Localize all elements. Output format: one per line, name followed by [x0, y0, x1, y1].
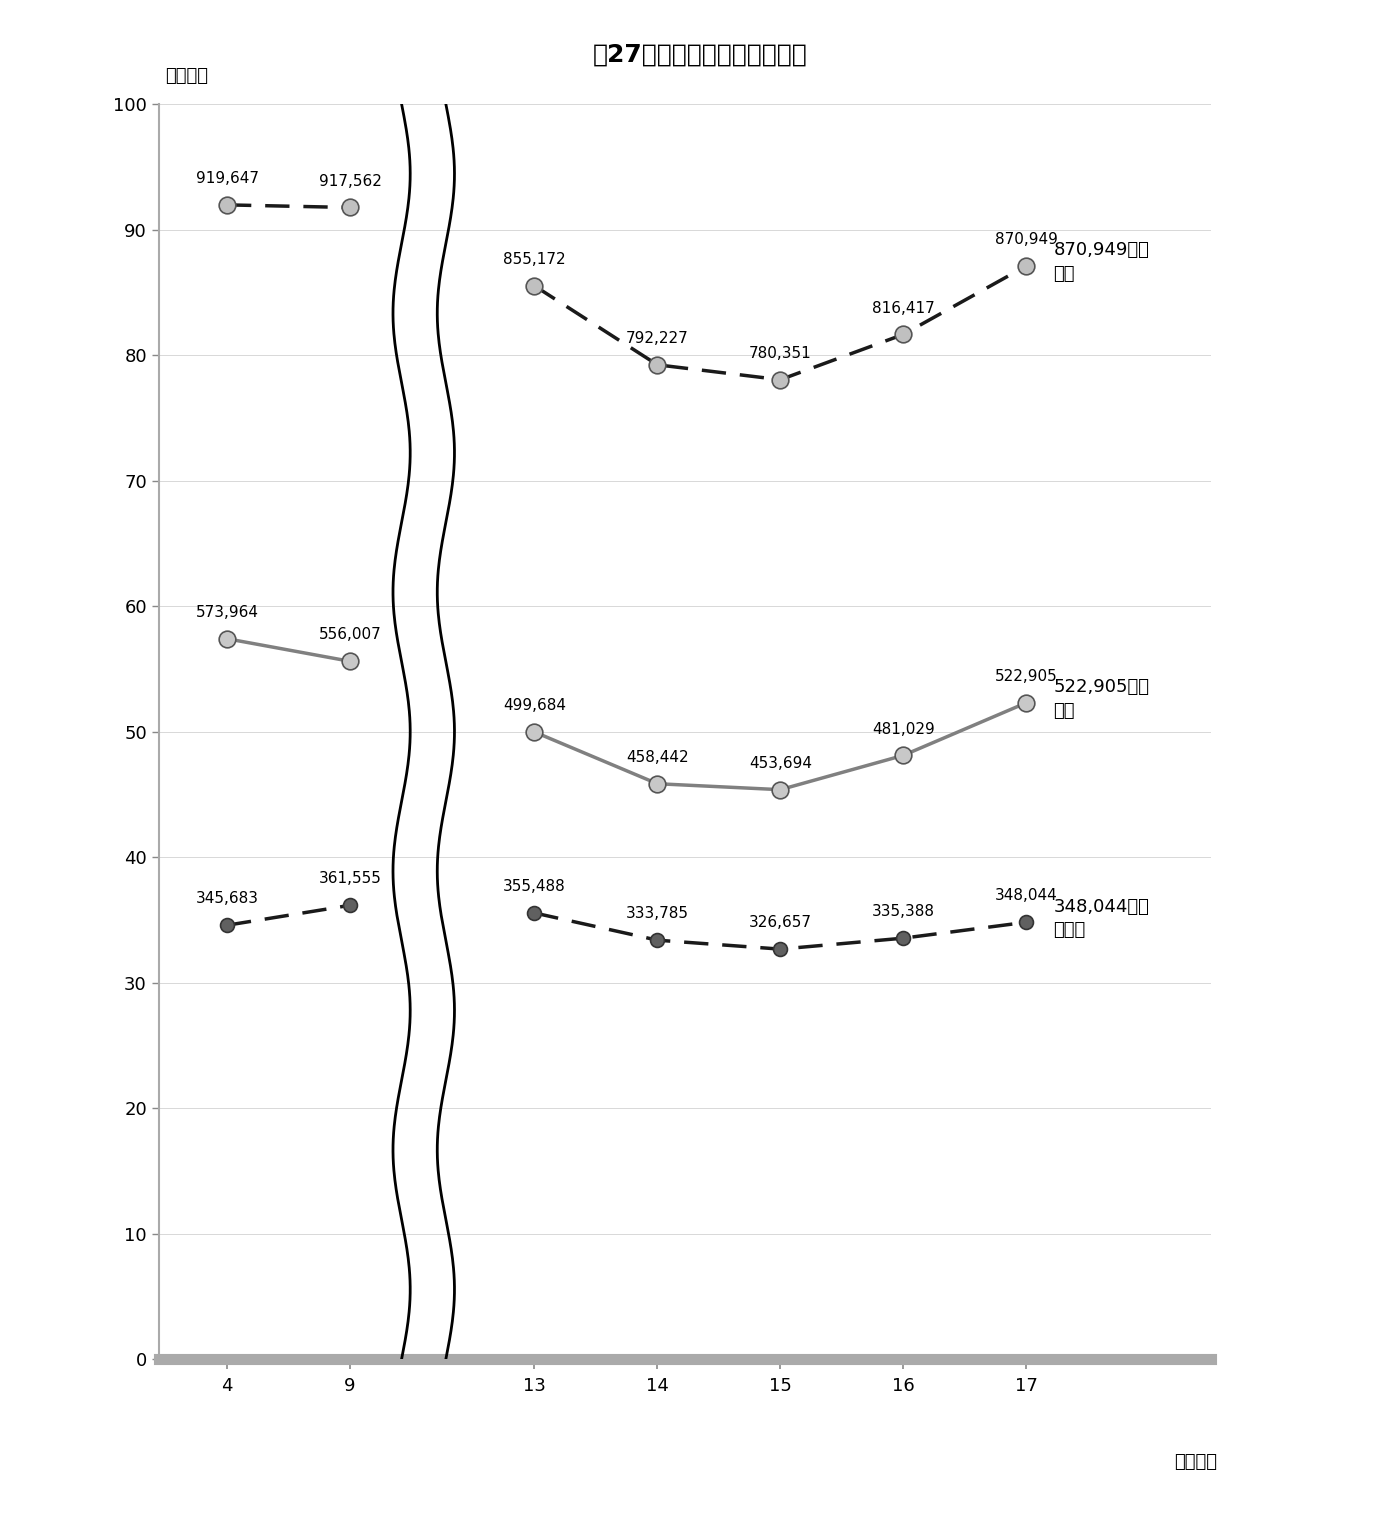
Text: （兆円）: （兆円） — [165, 67, 209, 85]
Text: 919,647: 919,647 — [196, 171, 259, 186]
Text: 348,044: 348,044 — [995, 888, 1057, 903]
Text: 917,562: 917,562 — [319, 174, 381, 189]
Text: 第27図　国税と地方税の推移: 第27図 国税と地方税の推移 — [592, 43, 808, 67]
Text: 870,949億円
合計: 870,949億円 合計 — [1053, 241, 1149, 282]
Text: 335,388: 335,388 — [872, 905, 935, 919]
Text: 333,785: 333,785 — [626, 906, 689, 922]
Text: 573,964: 573,964 — [196, 604, 259, 620]
Text: 522,905億円
国税: 522,905億円 国税 — [1053, 678, 1149, 720]
Text: 792,227: 792,227 — [626, 331, 689, 346]
Text: 326,657: 326,657 — [749, 916, 812, 931]
Text: 780,351: 780,351 — [749, 346, 812, 360]
Text: 345,683: 345,683 — [196, 891, 259, 906]
Text: 453,694: 453,694 — [749, 755, 812, 771]
Text: 458,442: 458,442 — [626, 749, 689, 765]
Text: （年度）: （年度） — [1173, 1453, 1217, 1471]
Text: 855,172: 855,172 — [503, 252, 566, 267]
Text: 870,949: 870,949 — [995, 232, 1057, 247]
Text: 499,684: 499,684 — [503, 697, 566, 713]
Text: 556,007: 556,007 — [319, 627, 381, 642]
Text: 361,555: 361,555 — [319, 871, 381, 887]
Text: 522,905: 522,905 — [995, 668, 1057, 684]
Text: 348,044億円
地方税: 348,044億円 地方税 — [1053, 897, 1149, 940]
Text: 481,029: 481,029 — [872, 722, 935, 737]
Text: 355,488: 355,488 — [503, 879, 566, 894]
Text: 816,417: 816,417 — [872, 301, 935, 316]
